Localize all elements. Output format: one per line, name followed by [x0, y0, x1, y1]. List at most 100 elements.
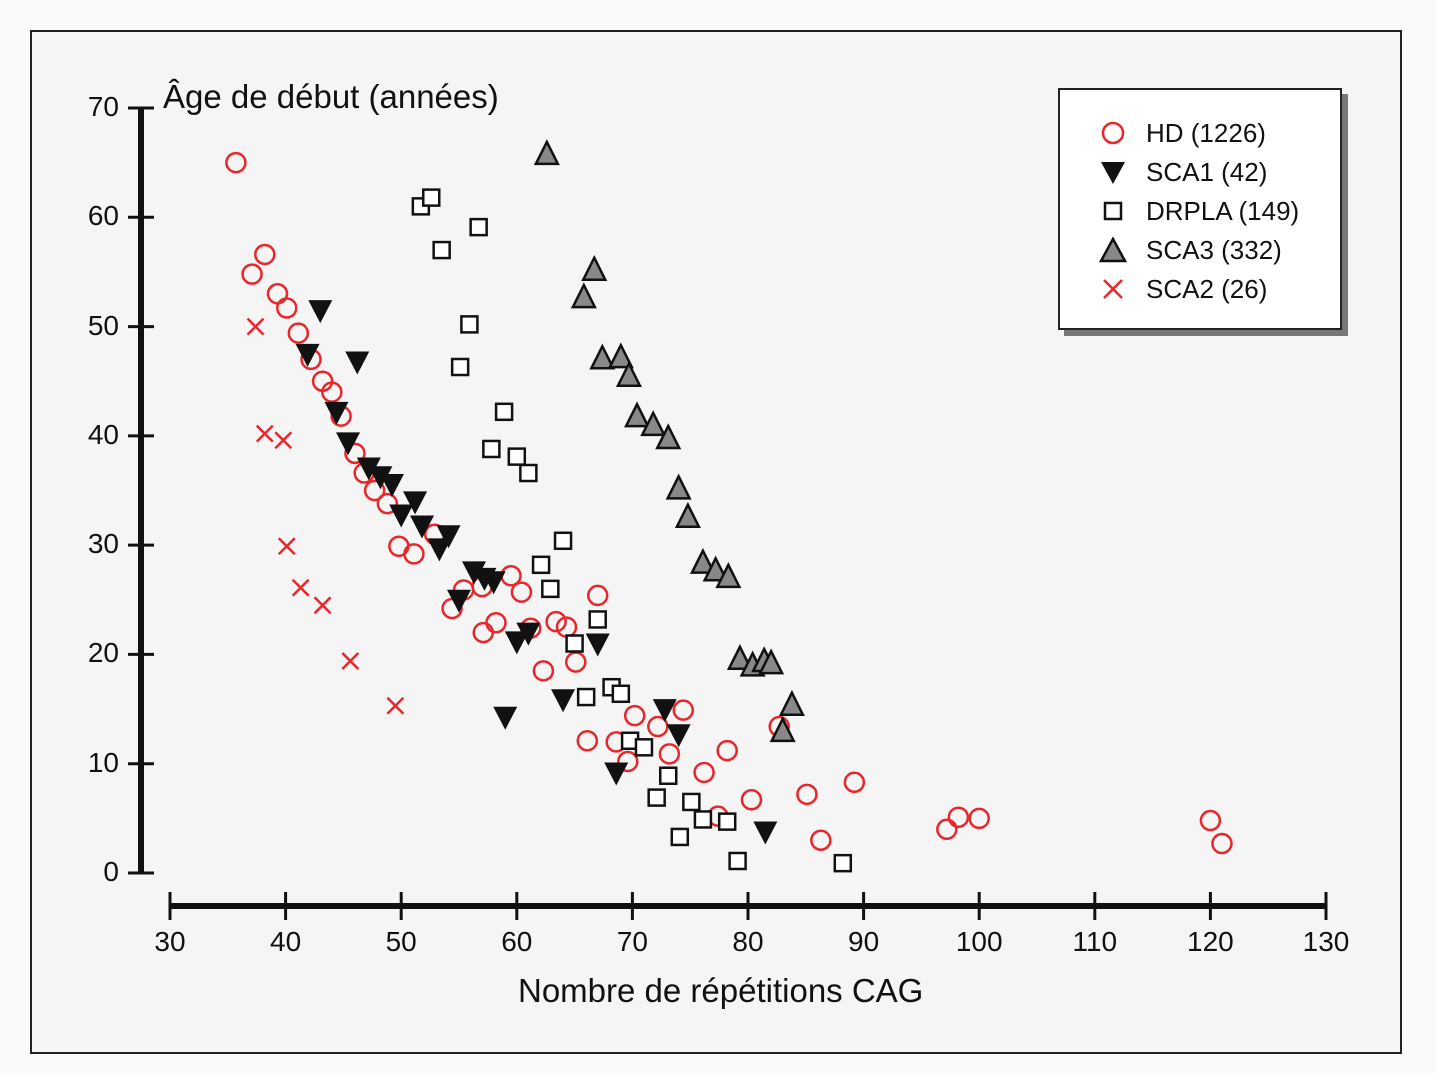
hd-point — [321, 381, 343, 403]
sca2-point — [274, 431, 293, 450]
sca3-point — [624, 401, 651, 428]
hd-point — [576, 730, 599, 752]
hd-point — [485, 611, 507, 634]
drpla-point — [670, 827, 690, 847]
hd-point — [266, 283, 289, 305]
sca3-point — [607, 342, 634, 369]
sca3-point — [615, 360, 642, 387]
sca1-point — [356, 457, 381, 481]
x-tick-label: 100 — [955, 926, 1003, 957]
hd-point — [376, 492, 399, 515]
drpla-point — [693, 810, 713, 829]
filled-down-triangle-icon — [1101, 162, 1125, 184]
sca1-point — [551, 689, 576, 713]
sca1-point — [427, 538, 452, 562]
open-square-icon — [1103, 201, 1123, 221]
drpla-point — [553, 531, 573, 551]
drpla-point — [634, 738, 654, 757]
hd-point — [472, 621, 495, 644]
drpla-point — [682, 792, 701, 812]
drpla-point — [565, 634, 584, 653]
sca1-point — [493, 706, 518, 730]
hd-point — [936, 818, 958, 841]
drpla-point — [658, 766, 678, 785]
drpla-point — [728, 851, 747, 871]
y-tick-label: 20 — [87, 637, 119, 669]
hd-point — [276, 297, 298, 319]
sca1-point — [516, 622, 541, 646]
x-tick-label: 60 — [501, 926, 533, 957]
sca2-point — [277, 537, 296, 556]
hd-point — [810, 829, 832, 851]
hd-point — [843, 771, 866, 794]
drpla-point — [519, 463, 538, 483]
sca1-point — [604, 762, 629, 786]
sca1-point — [324, 401, 349, 425]
x-tick-label: 80 — [732, 926, 764, 957]
drpla-point — [611, 684, 631, 704]
sca3-point — [726, 644, 753, 671]
series-drpla — [411, 188, 853, 873]
drpla-point — [460, 315, 479, 334]
sca3-point — [655, 423, 682, 450]
hd-point — [1211, 832, 1233, 855]
hd-point — [586, 584, 609, 607]
hd-point — [623, 704, 646, 727]
sca1-point — [652, 699, 677, 723]
sca3-point — [715, 562, 742, 589]
x-tick-label: 120 — [1187, 926, 1234, 957]
hd-point — [344, 442, 366, 465]
hd-point — [672, 699, 695, 721]
legend: HD (1226) SCA1 (42) DRPLA (149) SCA3 (33… — [1058, 88, 1342, 330]
sca1-point — [410, 515, 435, 539]
y-tick-label: 60 — [87, 200, 119, 232]
sca2-point — [255, 424, 274, 443]
axes — [128, 106, 1328, 920]
legend-label: SCA2 (26) — [1146, 273, 1268, 304]
data-marks — [225, 139, 1233, 873]
x-tick-label: 50 — [385, 926, 417, 957]
x-tick-label: 130 — [1302, 926, 1350, 957]
hd-point — [363, 479, 386, 502]
x-tick-label: 70 — [616, 926, 648, 957]
sca1-point — [403, 491, 428, 515]
drpla-point — [469, 217, 488, 237]
y-tick-label: 0 — [103, 856, 119, 887]
sca1-point — [585, 633, 610, 657]
sca3-point — [769, 716, 796, 743]
sca1-point — [308, 300, 333, 324]
sca2-point — [341, 652, 360, 670]
series-sca1 — [295, 300, 778, 845]
cross-icon — [1103, 279, 1123, 299]
series-sca3 — [533, 139, 805, 743]
y-tick-label: 50 — [87, 309, 119, 341]
legend-item-sca3: SCA3 (332) — [1098, 233, 1282, 267]
sca1-point — [481, 571, 506, 595]
sca3-point — [640, 410, 667, 437]
sca3-point — [702, 555, 729, 582]
sca3-point — [758, 648, 785, 675]
legend-item-sca2: SCA2 (26) — [1098, 272, 1267, 306]
sca2-point — [291, 578, 310, 597]
legend-item-hd: HD (1226) — [1098, 116, 1266, 150]
drpla-point — [422, 188, 441, 207]
legend-item-sca1: SCA1 (42) — [1098, 155, 1267, 189]
sca3-point — [674, 501, 701, 528]
hd-point — [403, 543, 425, 565]
hd-point — [693, 761, 715, 784]
sca1-point — [753, 821, 778, 845]
sca3-point — [665, 473, 692, 500]
legend-item-drpla: DRPLA (149) — [1098, 194, 1299, 228]
hd-point — [1199, 809, 1222, 832]
hd-point — [658, 743, 681, 765]
sca1-point — [336, 432, 361, 456]
sca1-point — [436, 525, 461, 549]
drpla-point — [576, 687, 596, 707]
sca3-point — [689, 547, 716, 574]
series-sca2 — [246, 317, 405, 715]
sca3-point — [778, 689, 805, 716]
drpla-point — [588, 610, 607, 629]
sca3-point — [589, 343, 616, 370]
y-tick-label: 10 — [87, 746, 119, 778]
